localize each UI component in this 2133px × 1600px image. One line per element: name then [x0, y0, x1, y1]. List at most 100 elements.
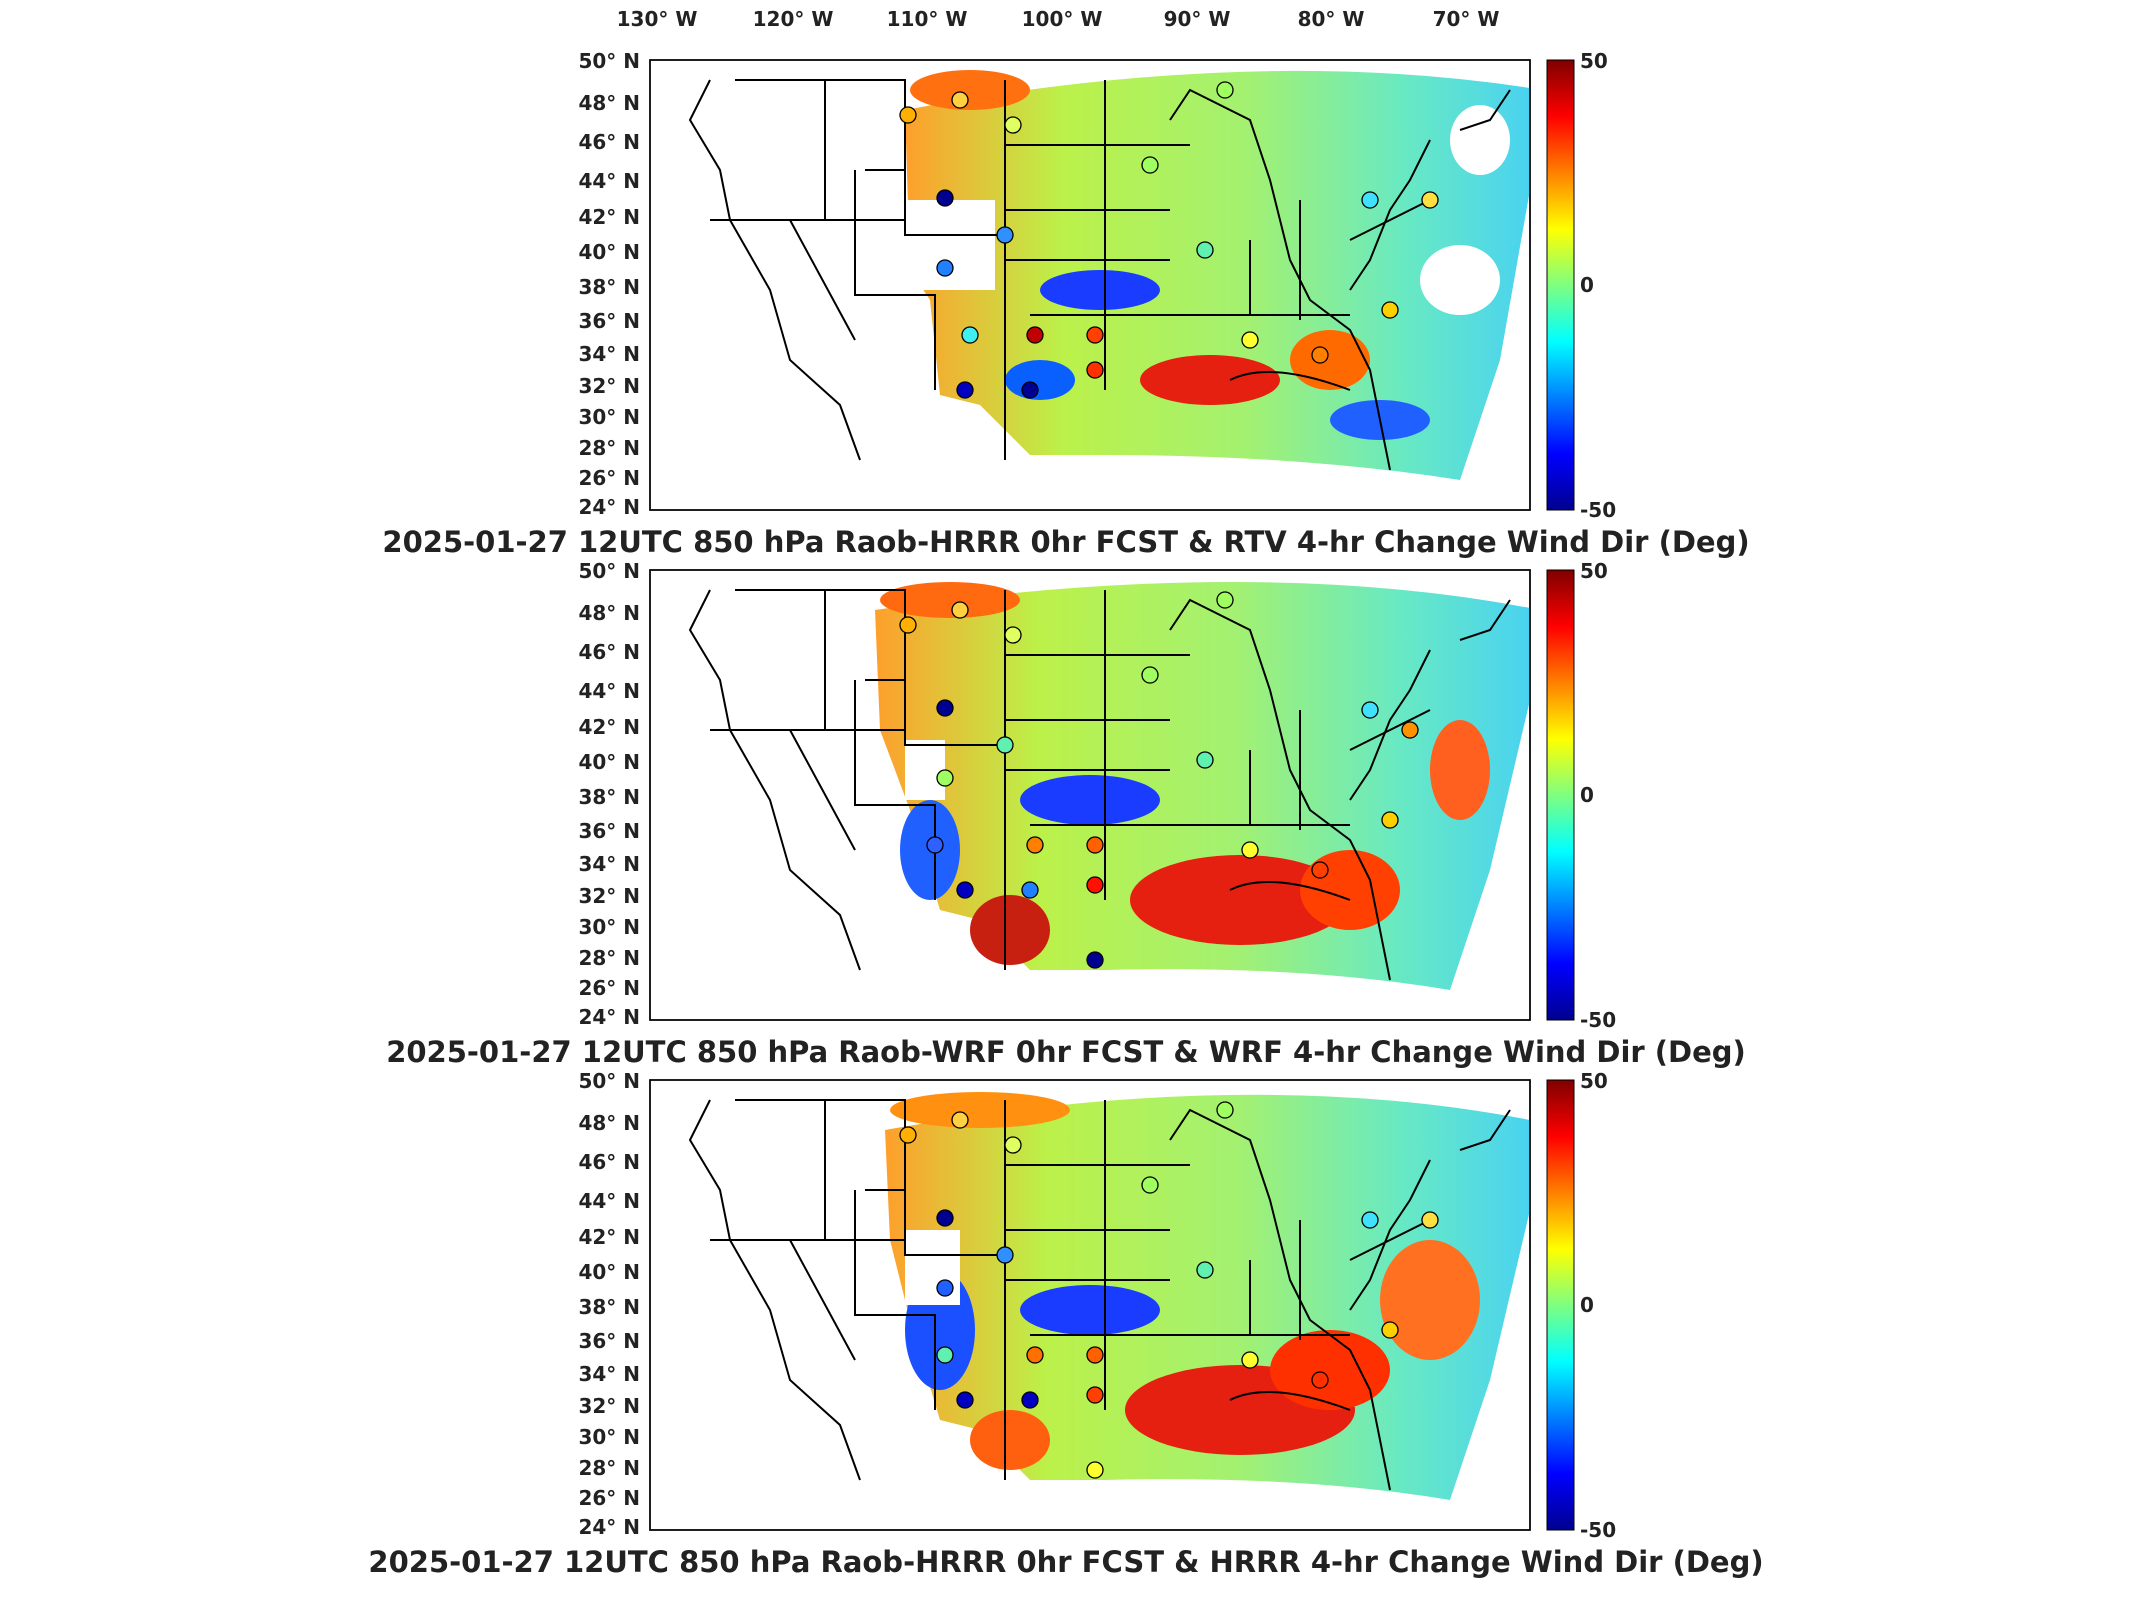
raob-station	[1026, 1346, 1044, 1364]
lat-label: 26° N	[578, 976, 640, 1000]
raob-station	[996, 736, 1014, 754]
latitude-axis-2: 50° N 48° N 46° N 44° N 42° N 40° N 38° …	[578, 559, 640, 1029]
state-borders	[688, 1099, 1511, 1491]
raob-station	[936, 259, 954, 277]
raob-station	[1086, 836, 1104, 854]
lat-label: 42° N	[578, 715, 640, 739]
lat-label: 48° N	[578, 601, 640, 625]
raob-station	[1401, 721, 1419, 739]
lat-label: 26° N	[578, 1486, 640, 1510]
raob-station	[1241, 1351, 1259, 1369]
colorbar-mid: 0	[1580, 273, 1594, 297]
map-panel-3	[649, 1079, 1531, 1531]
lat-label: 38° N	[578, 1295, 640, 1319]
lat-label: 24° N	[578, 495, 640, 519]
lon-label: 70° W	[1433, 7, 1500, 31]
raob-station	[1216, 591, 1234, 609]
colorbar	[1546, 1079, 1575, 1531]
colorbar-min: -50	[1580, 498, 1616, 522]
lat-label: 32° N	[578, 374, 640, 398]
lon-label: 130° W	[617, 7, 698, 31]
panel-title-2: 2025-01-27 12UTC 850 hPa Raob-WRF 0hr FC…	[386, 1035, 1746, 1069]
raob-station	[961, 326, 979, 344]
lat-label: 36° N	[578, 309, 640, 333]
anomaly-blue	[1020, 775, 1160, 825]
raob-station	[1141, 666, 1159, 684]
lon-label: 120° W	[753, 7, 834, 31]
raob-station	[951, 1111, 969, 1129]
raob-station	[1141, 1176, 1159, 1194]
lat-label: 24° N	[578, 1005, 640, 1029]
anomaly-red	[910, 70, 1030, 110]
raob-station	[1196, 1261, 1214, 1279]
raob-station	[1026, 326, 1044, 344]
lat-label: 28° N	[578, 436, 640, 460]
raob-station	[1004, 1136, 1022, 1154]
lat-label: 28° N	[578, 946, 640, 970]
raob-station	[996, 1246, 1014, 1264]
raob-station	[1141, 156, 1159, 174]
raob-station	[1021, 381, 1039, 399]
lat-label: 44° N	[578, 679, 640, 703]
anomaly-red	[1140, 355, 1280, 405]
raob-station	[1086, 1386, 1104, 1404]
lat-label: 34° N	[578, 852, 640, 876]
raob-station	[1421, 1211, 1439, 1229]
anomaly-blue	[1020, 1285, 1160, 1335]
colorbar	[1546, 569, 1575, 1021]
lat-label: 42° N	[578, 1225, 640, 1249]
raob-station	[926, 836, 944, 854]
lat-label: 34° N	[578, 1362, 640, 1386]
lat-label: 32° N	[578, 1394, 640, 1418]
raob-station	[1086, 951, 1104, 969]
raob-station	[1216, 1101, 1234, 1119]
missing-data	[1450, 105, 1510, 175]
state-borders	[688, 589, 1511, 981]
anomaly-blue	[1005, 360, 1075, 400]
lat-label: 36° N	[578, 819, 640, 843]
raob-station	[1361, 701, 1379, 719]
raob-station	[1241, 331, 1259, 349]
lat-label: 46° N	[578, 1150, 640, 1174]
latitude-axis-1: 50° N 48° N 46° N 44° N 42° N 40° N 38° …	[578, 49, 640, 519]
colorbar-max: 50	[1580, 559, 1608, 583]
missing-data	[905, 1230, 960, 1305]
anomaly-red	[1380, 1240, 1480, 1360]
raob-station	[1086, 326, 1104, 344]
lon-label: 80° W	[1298, 7, 1365, 31]
colorbar-mid: 0	[1580, 1293, 1594, 1317]
colorbar-3: 50 0 -50	[1546, 1069, 1616, 1542]
lat-label: 46° N	[578, 130, 640, 154]
raob-station	[951, 601, 969, 619]
lat-label: 44° N	[578, 169, 640, 193]
colorbar-min: -50	[1580, 1008, 1616, 1032]
lon-label: 90° W	[1164, 7, 1231, 31]
anomaly-blue	[1040, 270, 1160, 310]
raob-station	[996, 226, 1014, 244]
lat-label: 32° N	[578, 884, 640, 908]
missing-data	[905, 200, 995, 290]
raob-station	[1004, 626, 1022, 644]
raob-station	[1086, 361, 1104, 379]
raob-station	[1311, 346, 1329, 364]
lat-label: 46° N	[578, 640, 640, 664]
raob-station	[1216, 81, 1234, 99]
longitude-axis: 130° W 120° W 110° W 100° W 90° W 80° W …	[617, 7, 1500, 31]
raob-station	[936, 1209, 954, 1227]
raob-station	[1361, 191, 1379, 209]
raob-station	[936, 1279, 954, 1297]
lat-label: 50° N	[578, 49, 640, 73]
lat-label: 30° N	[578, 1425, 640, 1449]
colorbar	[1546, 59, 1575, 511]
anomaly-red	[1300, 850, 1400, 930]
raob-station	[1086, 876, 1104, 894]
raob-station	[1196, 241, 1214, 259]
raob-station	[956, 881, 974, 899]
lat-label: 40° N	[578, 1260, 640, 1284]
lat-label: 40° N	[578, 750, 640, 774]
anomaly-red	[970, 1410, 1050, 1470]
raob-station	[1381, 301, 1399, 319]
map-panel-1	[649, 59, 1531, 511]
lat-label: 50° N	[578, 559, 640, 583]
raob-station	[936, 699, 954, 717]
